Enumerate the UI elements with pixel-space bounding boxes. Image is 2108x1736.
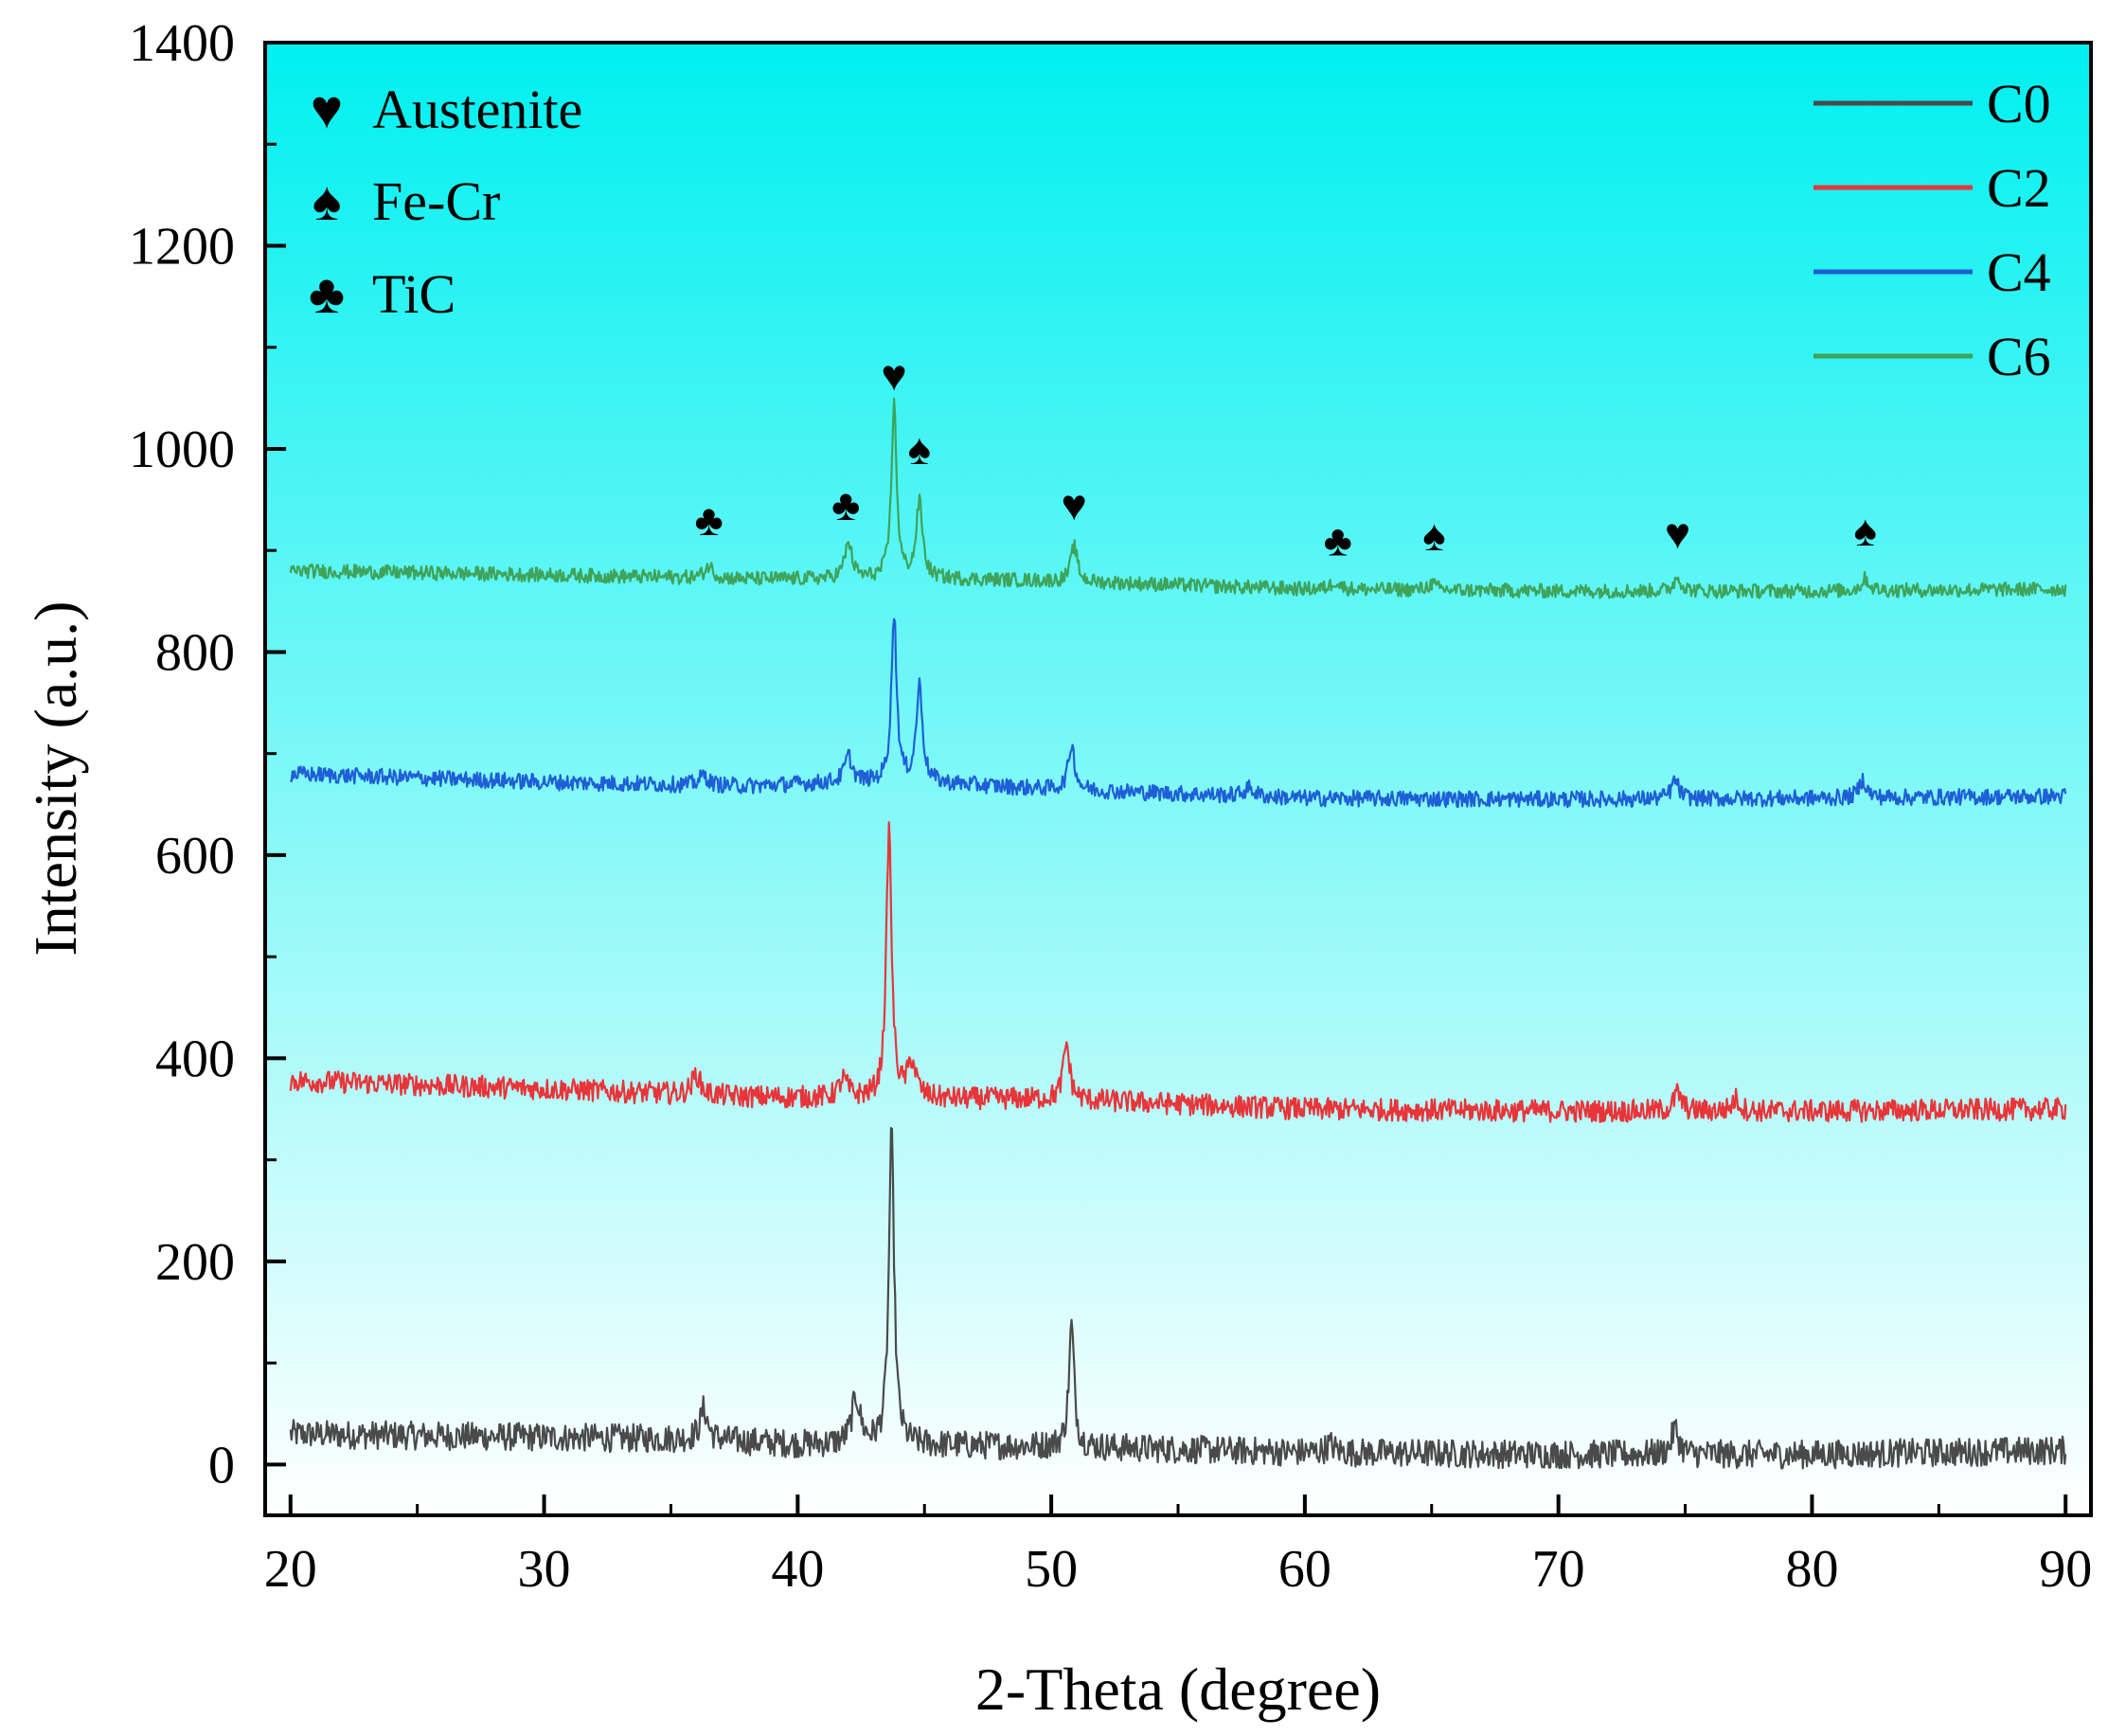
phase-marker: ♠ [908, 425, 931, 474]
phase-marker: ♣ [1324, 517, 1352, 565]
phase-legend-tic-symbol: ♣ [309, 263, 345, 325]
x-tick-label: 50 [1025, 1540, 1078, 1599]
series-layer [289, 397, 2067, 1470]
phase-marker: ♥ [881, 351, 906, 400]
y-tick-label: 200 [155, 1233, 235, 1292]
series-line-c6 [289, 397, 2067, 600]
annotation-markers: ♣ ♣♥♠♥♣ ♠ ♥ ♠ [695, 351, 1877, 565]
y-tick-label: 1200 [129, 217, 235, 276]
x-tick-label: 40 [771, 1540, 824, 1599]
phase-legend-fecr-label: Fe-Cr [372, 170, 500, 232]
series-legend: C0 C2 C4 C6 [1813, 73, 2051, 387]
y-tick-label: 800 [155, 623, 235, 682]
phase-marker: ♣ [695, 496, 724, 545]
x-tick-label: 90 [2039, 1540, 2092, 1599]
y-axis-title: Intensity (a.u.) [22, 601, 89, 957]
y-tick-label: 1400 [129, 14, 235, 73]
legend-label-c6: C6 [1987, 326, 2051, 387]
x-tick-label: 60 [1278, 1540, 1331, 1599]
series-line-c0 [289, 1127, 2067, 1470]
x-axis-title: 2-Theta (degree) [975, 1655, 1381, 1723]
y-tick-label: 400 [155, 1029, 235, 1088]
phase-marker: ♥ [1665, 510, 1690, 558]
x-tick-label: 20 [264, 1540, 317, 1599]
phase-legend-fecr-symbol: ♠ [313, 170, 342, 232]
phase-legend-tic-label: TiC [372, 263, 456, 325]
y-tick-label: 1000 [129, 421, 235, 479]
legend-label-c2: C2 [1987, 157, 2051, 219]
phase-marker: ♣ [831, 481, 860, 529]
series-line-c4 [289, 617, 2067, 809]
series-line-c2 [289, 821, 2067, 1123]
phase-marker: ♥ [1062, 481, 1087, 529]
axes: 20 30 40 50 60 70 80 90 0 200 400 600 800 1000 1200 140… [129, 14, 2092, 1599]
x-tick-label: 80 [1785, 1540, 1838, 1599]
x-tick-label: 70 [1532, 1540, 1585, 1599]
legend-label-c4: C4 [1987, 242, 2051, 303]
plot-background [265, 43, 2091, 1515]
phase-legend: ♥ Austenite ♠ Fe-Cr ♣ TiC [309, 79, 582, 325]
legend-label-c0: C0 [1987, 73, 2051, 134]
y-tick-label: 0 [208, 1436, 235, 1494]
phase-marker: ♠ [1853, 507, 1876, 555]
phase-marker: ♠ [1422, 511, 1445, 560]
phase-legend-austenite-symbol: ♥ [311, 79, 343, 140]
x-tick-label: 30 [518, 1540, 571, 1599]
phase-legend-austenite-label: Austenite [372, 79, 582, 140]
y-tick-label: 600 [155, 827, 235, 886]
